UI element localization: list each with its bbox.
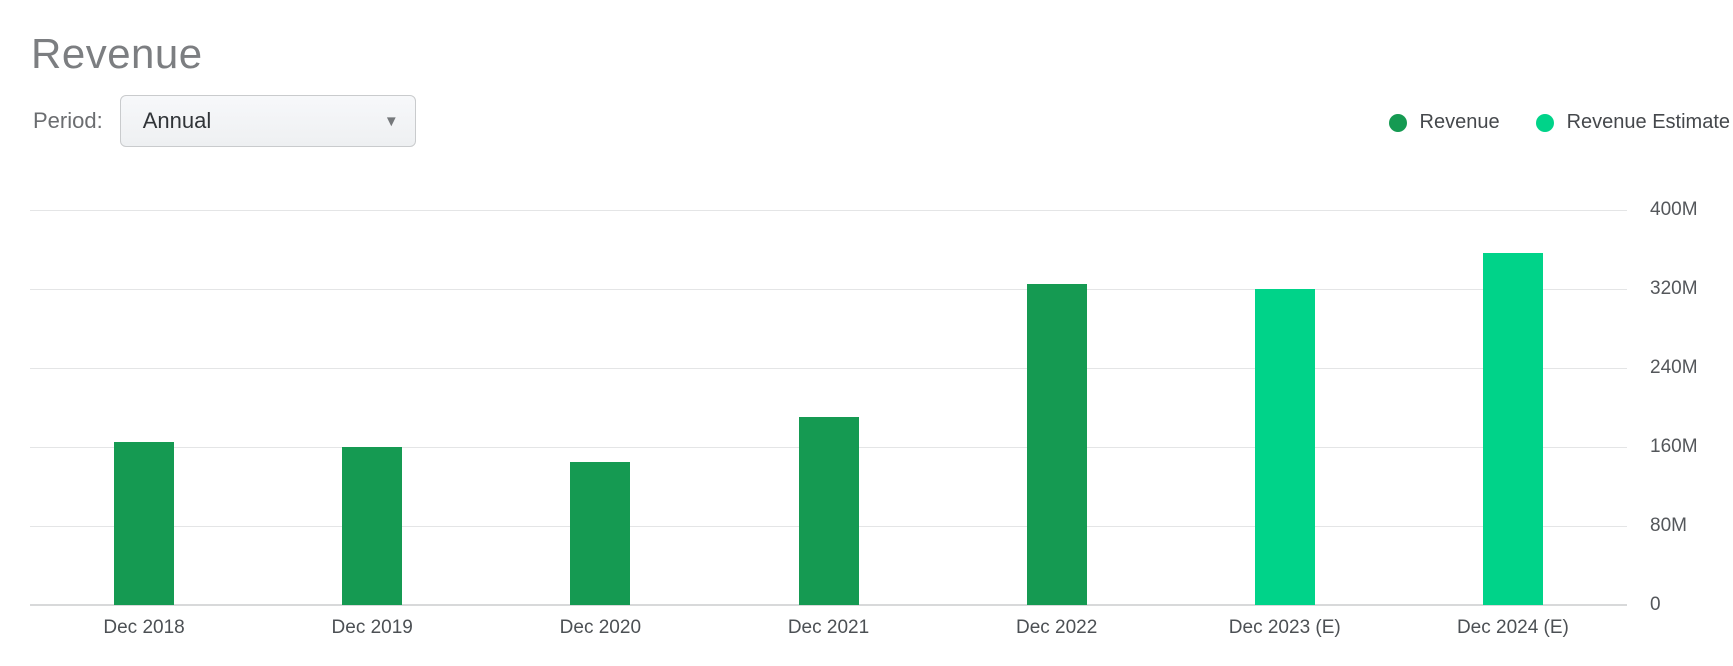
period-dropdown[interactable]: Annual ▼	[119, 95, 416, 147]
bar-dec-2019[interactable]	[342, 447, 403, 605]
bar-dec-2023-e[interactable]	[1254, 289, 1315, 605]
x-tick-label: Dec 2020	[559, 617, 642, 638]
y-tick-label: 160M	[1650, 436, 1698, 457]
period-controls: Period: Annual ▼	[33, 95, 416, 147]
x-axis-labels: Dec 2018 Dec 2019 Dec 2020 Dec 2021 Dec 2022…	[30, 617, 1627, 647]
period-label: Period:	[33, 108, 103, 133]
gridline	[30, 368, 1627, 369]
legend-item-revenue[interactable]: Revenue	[1388, 111, 1500, 134]
revenue-dot-icon	[1388, 113, 1407, 132]
y-axis-labels: 400M 320M 240M 160M 80M 0	[1650, 199, 1730, 615]
gridline	[30, 210, 1627, 211]
legend-label-revenue-estimate: Revenue Estimate	[1566, 111, 1730, 133]
plot-area	[30, 210, 1627, 606]
y-tick-label: 320M	[1650, 278, 1698, 299]
x-tick-label: Dec 2024 (E)	[1456, 617, 1569, 638]
bar-dec-2021[interactable]	[798, 417, 859, 605]
bar-dec-2020[interactable]	[570, 461, 631, 605]
period-dropdown-value: Annual	[142, 108, 212, 133]
x-tick-label: Dec 2023 (E)	[1228, 617, 1341, 638]
bar-dec-2022[interactable]	[1026, 284, 1087, 605]
y-tick-label: 240M	[1650, 357, 1698, 378]
revenue-estimate-dot-icon	[1535, 113, 1554, 132]
legend-label-revenue: Revenue	[1419, 111, 1500, 133]
legend-item-revenue-estimate[interactable]: Revenue Estimate	[1535, 111, 1730, 134]
x-tick-label: Dec 2018	[103, 617, 185, 638]
bar-dec-2024-e[interactable]	[1482, 253, 1543, 605]
chevron-down-icon: ▼	[383, 112, 399, 130]
x-axis-line	[30, 604, 1627, 606]
x-tick-label: Dec 2022	[1015, 617, 1098, 638]
bar-dec-2018[interactable]	[114, 442, 175, 605]
y-tick-label: 400M	[1650, 199, 1698, 220]
y-tick-label: 0	[1650, 594, 1661, 615]
gridline	[30, 289, 1627, 290]
chart-legend: Revenue Revenue Estimate	[1388, 111, 1730, 134]
page-title: Revenue	[31, 30, 203, 78]
x-tick-label: Dec 2019	[331, 617, 413, 638]
y-tick-label: 80M	[1650, 515, 1687, 536]
x-tick-label: Dec 2021	[787, 617, 870, 638]
